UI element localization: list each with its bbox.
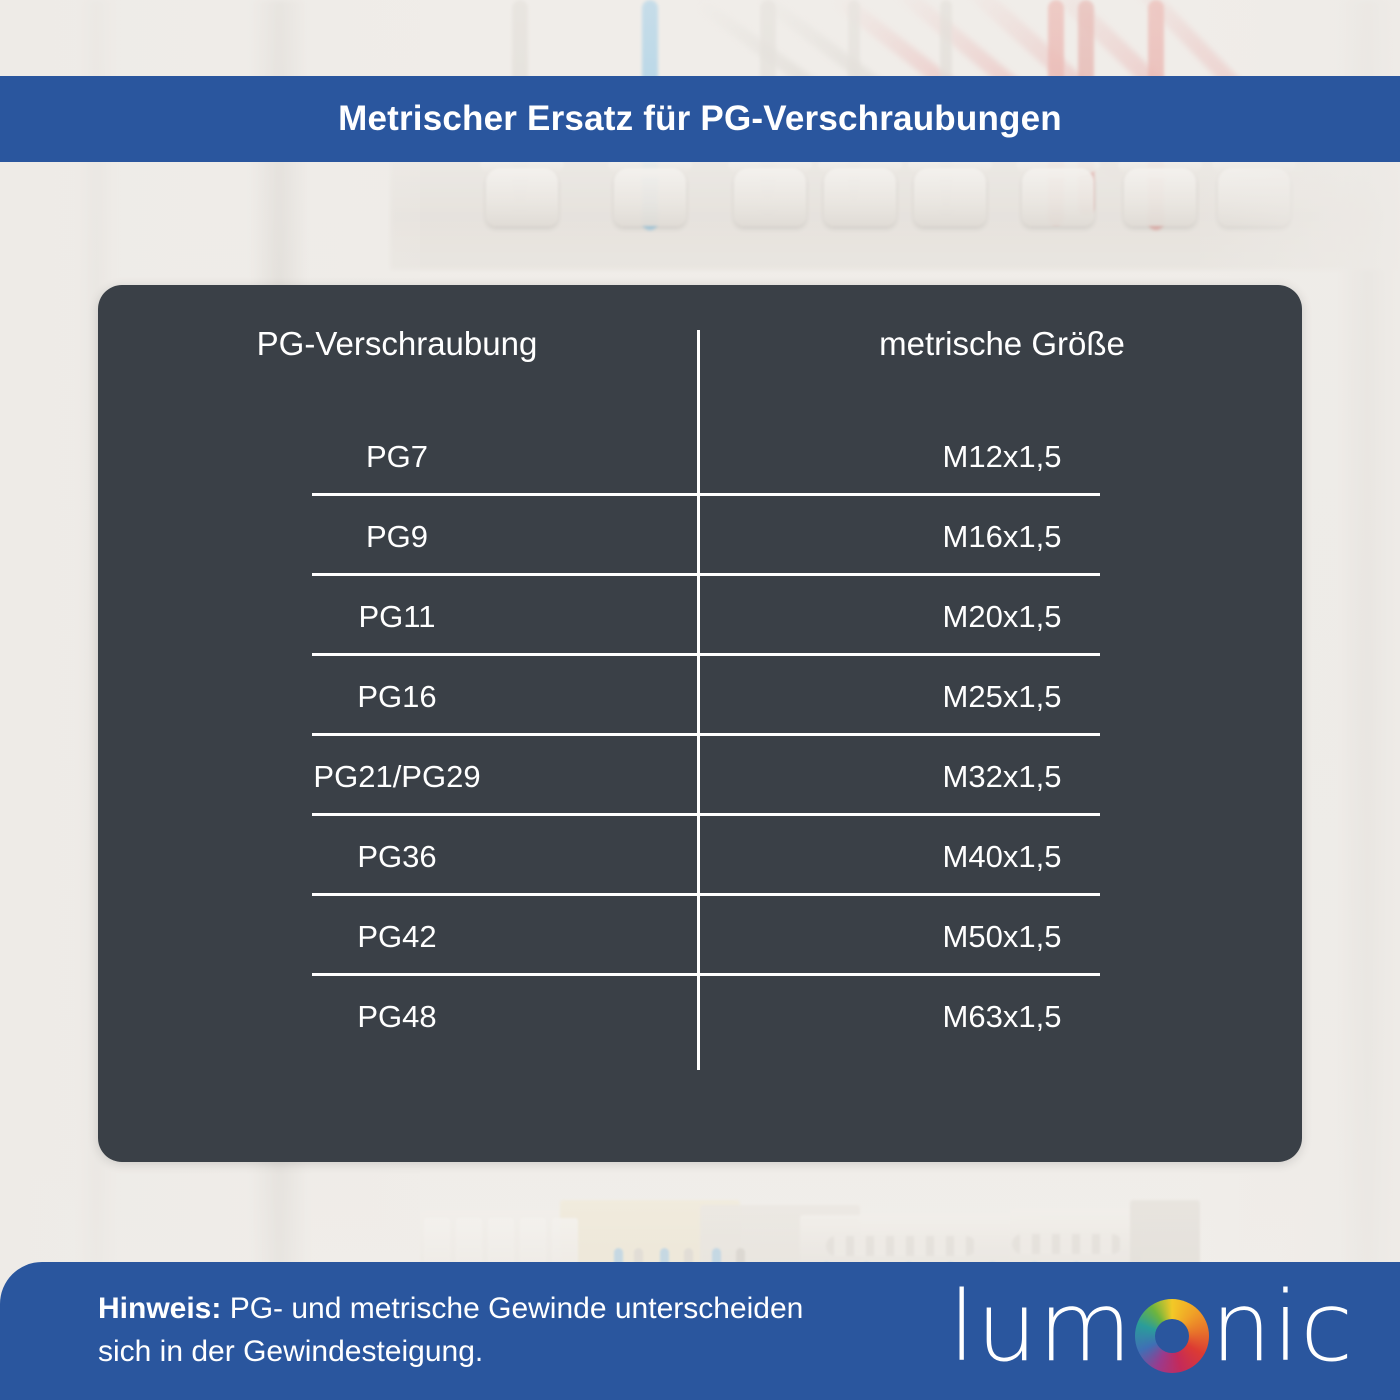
table-header-row: PG-Verschraubung metrische Größe [98,323,1302,364]
logo-text-before: lum [948,1271,1133,1383]
footer-note-text: PG- und metrische Gewinde unterscheiden … [98,1292,804,1368]
column-divider [697,330,700,1070]
rainbow-ring-o-icon [1134,1299,1209,1373]
cell-pg: PG36 [357,838,437,874]
table-row: PG16 M25x1,5 [98,656,1302,736]
cell-metric: M25x1,5 [942,678,1062,714]
cell-metric: M12x1,5 [942,438,1062,474]
cell-pg: PG7 [365,438,429,474]
column-header-pg: PG-Verschraubung [256,325,538,362]
logo-text-after: nic [1210,1271,1354,1383]
cell-metric: M16x1,5 [942,518,1062,554]
table-row: PG36 M40x1,5 [98,816,1302,896]
cell-metric: M20x1,5 [942,598,1062,634]
table-row: PG9 M16x1,5 [98,496,1302,576]
cell-metric: M63x1,5 [942,998,1062,1034]
cell-pg: PG42 [357,918,437,954]
cell-metric: M32x1,5 [942,758,1062,794]
cell-pg: PG48 [357,998,437,1034]
cell-metric: M40x1,5 [942,838,1062,874]
table-body: PG7 M12x1,5 PG9 M16x1,5 PG11 M20x1,5 PG1… [98,416,1302,1056]
cell-pg: PG11 [358,598,436,634]
cell-pg: PG21/PG29 [313,758,481,794]
header-banner: Metrischer Ersatz für PG-Verschraubungen [0,76,1400,162]
column-header-metric: metrische Größe [879,325,1125,362]
table-row: PG21/PG29 M32x1,5 [98,736,1302,816]
cell-pg: PG16 [357,678,437,714]
cell-metric: M50x1,5 [942,918,1062,954]
cell-pg: PG9 [365,518,429,554]
lumonic-logo: lum nic [949,1272,1354,1382]
comparison-table-card: PG-Verschraubung metrische Größe PG7 M12… [98,285,1302,1162]
table-row: PG11 M20x1,5 [98,576,1302,656]
page-title: Metrischer Ersatz für PG-Verschraubungen [338,99,1062,138]
comparison-table: PG-Verschraubung metrische Größe PG7 M12… [98,285,1302,1162]
table-row: PG7 M12x1,5 [98,416,1302,496]
table-row: PG48 M63x1,5 [98,976,1302,1056]
footer-note-label: Hinweis: [98,1292,222,1326]
table-row: PG42 M50x1,5 [98,896,1302,976]
footer-note: Hinweis: PG- und metrische Gewinde unter… [0,1288,820,1373]
